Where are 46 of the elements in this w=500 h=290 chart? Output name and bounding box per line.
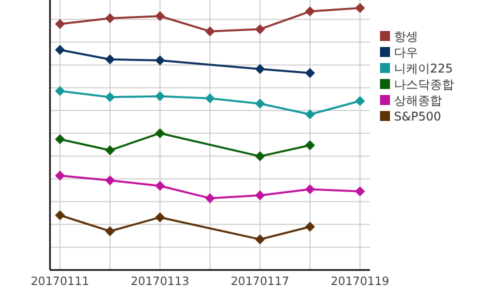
point [305,140,315,150]
point [105,145,115,156]
legend-label: 다우 [394,46,418,60]
point [105,92,115,102]
point [255,151,265,162]
point [105,13,115,24]
point [155,128,165,138]
point [55,18,65,29]
point [105,175,115,186]
legend-label: 상해종합 [394,94,442,108]
point [255,64,265,74]
point [305,68,315,78]
point [205,26,215,36]
x-tick-label: 20170119 [330,274,390,288]
point [305,6,315,16]
point [305,222,315,232]
point [355,96,365,106]
point [355,3,365,13]
point [55,210,65,220]
point [155,180,165,191]
point [205,193,215,204]
legend-label: 항셍 [394,30,418,44]
point [55,86,65,96]
point [355,186,365,196]
point [55,170,65,181]
point [305,109,315,120]
x-tick-label: 20170117 [230,274,290,288]
point [155,11,165,22]
point [155,212,165,222]
point [255,24,265,34]
point [105,226,115,236]
point [155,91,165,102]
legend-label: 나스닥종합 [394,78,454,92]
point [155,55,165,66]
x-tick-label: 20170111 [30,274,90,288]
legend-label: 니케이225 [394,62,453,76]
point [255,98,265,109]
point [205,93,215,104]
point [255,234,265,244]
point [255,190,265,200]
point [55,44,65,55]
point [55,134,65,144]
point [105,54,115,64]
x-tick-label: 20170113 [130,274,190,288]
point [305,184,315,194]
legend-label: S&P500 [394,110,442,124]
